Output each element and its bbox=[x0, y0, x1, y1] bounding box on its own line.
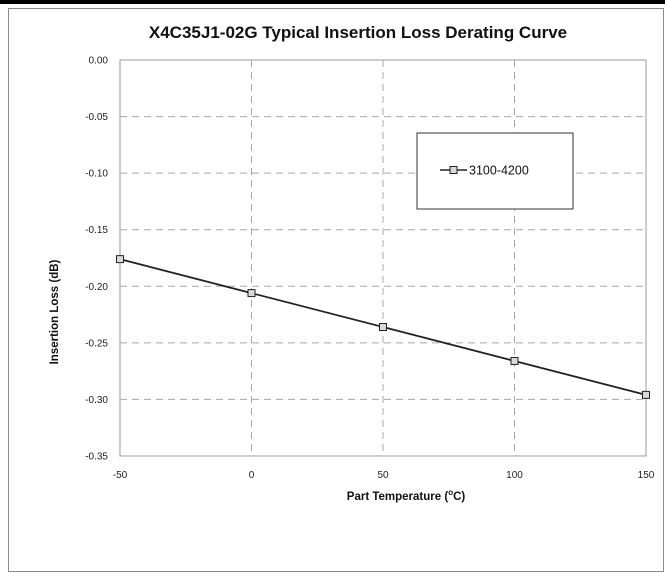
top-border-rule bbox=[0, 0, 665, 4]
x-axis-label-suffix: C) bbox=[453, 491, 465, 503]
series-3100-4200 bbox=[116, 255, 650, 399]
legend-entry-label: 3100-4200 bbox=[469, 164, 529, 178]
y-tick-label: -0.30 bbox=[85, 395, 108, 406]
y-tick-label: -0.35 bbox=[85, 452, 108, 463]
chart-frame bbox=[8, 8, 664, 572]
x-axis-label-prefix: Part Temperature ( bbox=[347, 491, 449, 503]
y-axis-label: Insertion Loss (dB) bbox=[49, 259, 61, 364]
y-tick-label: 0.00 bbox=[89, 56, 109, 67]
grid-lines bbox=[120, 60, 646, 456]
y-tick-label: -0.05 bbox=[85, 112, 108, 123]
data-point-marker bbox=[247, 289, 256, 298]
x-axis-label: Part Temperature (oC) bbox=[347, 488, 466, 503]
x-tick-label: 50 bbox=[377, 470, 389, 481]
y-tick-label: -0.25 bbox=[85, 338, 108, 349]
x-tick-label: -50 bbox=[113, 470, 128, 481]
y-tick-label: -0.10 bbox=[85, 169, 108, 180]
y-tick-label: -0.15 bbox=[85, 225, 108, 236]
data-point-marker bbox=[510, 356, 519, 365]
data-point-marker bbox=[379, 323, 387, 332]
chart-title: X4C35J1-02G Typical Insertion Loss Derat… bbox=[149, 23, 567, 42]
x-tick-label: 150 bbox=[638, 470, 655, 481]
legend: 3100-4200 bbox=[416, 132, 574, 210]
data-point-marker bbox=[116, 255, 124, 264]
x-tick-labels: -50 0 50 100 150 bbox=[113, 470, 655, 481]
y-tick-label: -0.20 bbox=[85, 282, 108, 293]
legend-square-marker bbox=[449, 166, 458, 174]
x-axis-label-degree-sup: o bbox=[448, 488, 453, 497]
x-tick-label: 0 bbox=[249, 470, 255, 481]
x-tick-label: 100 bbox=[506, 470, 523, 481]
legend-box bbox=[416, 132, 574, 210]
y-tick-labels: 0.00 -0.05 -0.10 -0.15 -0.20 -0.25 -0.30 -0.35 bbox=[85, 56, 108, 463]
data-point-marker bbox=[642, 390, 650, 399]
